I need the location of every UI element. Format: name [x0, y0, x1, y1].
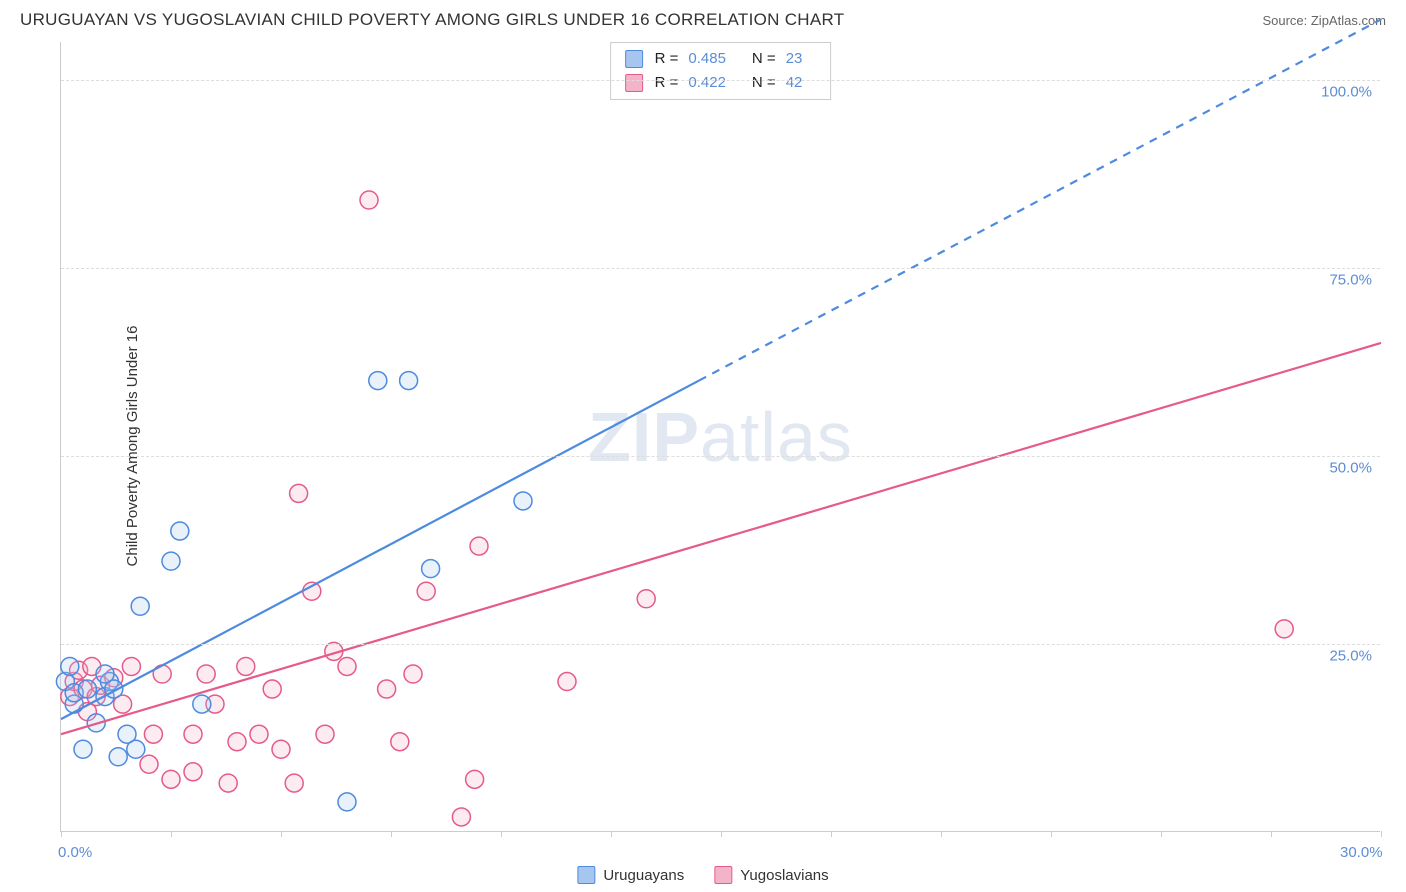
x-tick	[1051, 831, 1052, 837]
data-point	[466, 770, 484, 788]
data-point	[1275, 620, 1293, 638]
x-tick	[281, 831, 282, 837]
data-point	[369, 372, 387, 390]
data-point	[127, 740, 145, 758]
legend-swatch	[714, 866, 732, 884]
x-tick	[391, 831, 392, 837]
series-swatch	[625, 74, 643, 92]
data-point	[316, 725, 334, 743]
data-point	[61, 657, 79, 675]
data-point	[144, 725, 162, 743]
x-tick	[941, 831, 942, 837]
data-point	[78, 680, 96, 698]
legend-label: Yugoslavians	[740, 867, 828, 884]
data-point	[558, 673, 576, 691]
n-value: 23	[786, 47, 803, 71]
data-point	[400, 372, 418, 390]
data-point	[470, 537, 488, 555]
trend-line	[61, 343, 1381, 734]
x-tick	[1161, 831, 1162, 837]
x-tick	[1271, 831, 1272, 837]
data-point	[74, 740, 92, 758]
r-value: 0.485	[688, 47, 726, 71]
gridline	[61, 456, 1380, 457]
n-value: 42	[786, 71, 803, 95]
r-value: 0.422	[688, 71, 726, 95]
stats-row: R = 0.485 N = 23	[625, 47, 817, 71]
scatter-plot-svg	[61, 42, 1380, 831]
legend-label: Uruguayans	[603, 867, 684, 884]
stats-box: R = 0.485 N = 23 R = 0.422 N = 42	[610, 42, 832, 100]
data-point	[263, 680, 281, 698]
data-point	[378, 680, 396, 698]
legend-item: Yugoslavians	[714, 866, 828, 884]
y-tick-label: 100.0%	[1321, 83, 1372, 100]
data-point	[637, 590, 655, 608]
data-point	[228, 733, 246, 751]
series-swatch	[625, 50, 643, 68]
data-point	[131, 597, 149, 615]
legend-item: Uruguayans	[577, 866, 684, 884]
legend: Uruguayans Yugoslavians	[577, 866, 828, 884]
data-point	[272, 740, 290, 758]
x-tick	[171, 831, 172, 837]
y-tick-label: 75.0%	[1329, 271, 1372, 288]
data-point	[338, 657, 356, 675]
x-tick	[611, 831, 612, 837]
data-point	[417, 582, 435, 600]
y-tick-label: 25.0%	[1329, 647, 1372, 664]
data-point	[404, 665, 422, 683]
chart-header: URUGUAYAN VS YUGOSLAVIAN CHILD POVERTY A…	[0, 0, 1406, 36]
data-point	[514, 492, 532, 510]
data-point	[452, 808, 470, 826]
x-tick	[831, 831, 832, 837]
data-point	[360, 191, 378, 209]
r-label: R =	[655, 71, 679, 95]
trend-line	[61, 381, 699, 720]
gridline	[61, 268, 1380, 269]
gridline	[61, 80, 1380, 81]
data-point	[184, 763, 202, 781]
x-tick	[1381, 831, 1382, 837]
data-point	[422, 560, 440, 578]
source-attribution: Source: ZipAtlas.com	[1262, 13, 1386, 28]
x-tick-label: 0.0%	[58, 844, 92, 861]
n-label: N =	[752, 71, 776, 95]
n-label: N =	[752, 47, 776, 71]
data-point	[171, 522, 189, 540]
data-point	[109, 748, 127, 766]
x-tick-label: 30.0%	[1340, 844, 1383, 861]
data-point	[184, 725, 202, 743]
x-tick	[61, 831, 62, 837]
data-point	[122, 657, 140, 675]
data-point	[219, 774, 237, 792]
gridline	[61, 644, 1380, 645]
chart-title: URUGUAYAN VS YUGOSLAVIAN CHILD POVERTY A…	[20, 10, 844, 30]
data-point	[197, 665, 215, 683]
data-point	[237, 657, 255, 675]
data-point	[162, 552, 180, 570]
data-point	[290, 484, 308, 502]
data-point	[162, 770, 180, 788]
data-point	[96, 665, 114, 683]
data-point	[285, 774, 303, 792]
stats-row: R = 0.422 N = 42	[625, 71, 817, 95]
data-point	[338, 793, 356, 811]
data-point	[250, 725, 268, 743]
legend-swatch	[577, 866, 595, 884]
y-tick-label: 50.0%	[1329, 459, 1372, 476]
r-label: R =	[655, 47, 679, 71]
data-point	[140, 755, 158, 773]
x-tick	[721, 831, 722, 837]
data-point	[193, 695, 211, 713]
x-tick	[501, 831, 502, 837]
data-point	[391, 733, 409, 751]
plot-area: ZIPatlas R =0.485N =23R =0.422N =42 25.0…	[60, 42, 1380, 832]
